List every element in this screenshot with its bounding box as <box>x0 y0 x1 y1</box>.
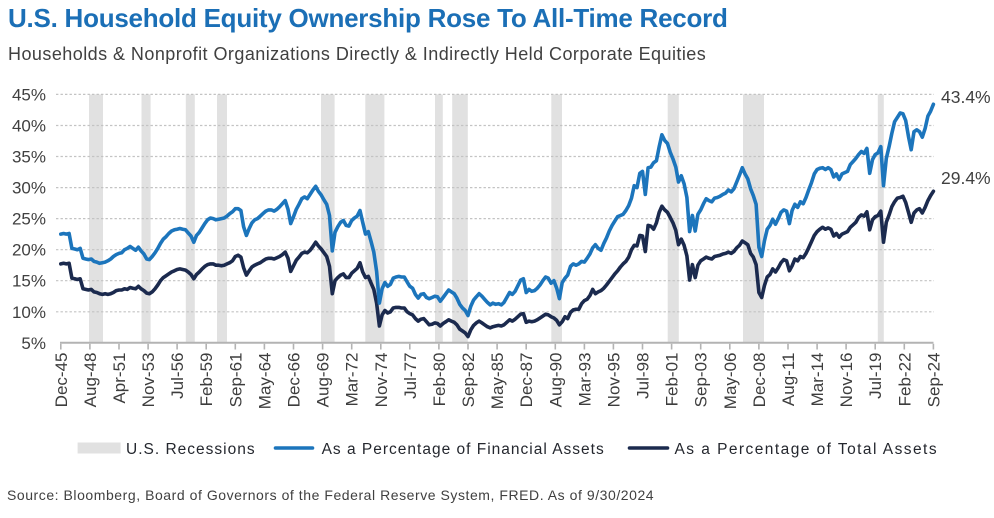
svg-text:15%: 15% <box>12 272 46 291</box>
svg-text:Source: Bloomberg, Board of Go: Source: Bloomberg, Board of Governors of… <box>7 487 654 503</box>
svg-text:25%: 25% <box>12 210 46 229</box>
svg-text:Dec-45: Dec-45 <box>52 353 71 408</box>
svg-text:45%: 45% <box>12 85 46 104</box>
svg-text:Jul-98: Jul-98 <box>634 353 653 399</box>
svg-text:10%: 10% <box>12 303 46 322</box>
svg-text:Dec-87: Dec-87 <box>517 353 536 408</box>
svg-text:5%: 5% <box>21 334 46 353</box>
svg-text:40%: 40% <box>12 117 46 136</box>
svg-text:Aug-90: Aug-90 <box>546 353 565 408</box>
svg-text:Mar-93: Mar-93 <box>575 353 594 407</box>
svg-text:Nov-95: Nov-95 <box>604 353 623 408</box>
svg-text:20%: 20% <box>12 241 46 260</box>
svg-text:Jul-56: Jul-56 <box>168 353 187 399</box>
svg-text:Sep-03: Sep-03 <box>692 353 711 408</box>
svg-text:Feb-80: Feb-80 <box>430 353 449 407</box>
svg-text:Jul-19: Jul-19 <box>866 353 885 399</box>
svg-text:Sep-82: Sep-82 <box>459 353 478 408</box>
svg-text:May-85: May-85 <box>488 353 507 410</box>
svg-text:Nov-53: Nov-53 <box>139 353 158 408</box>
svg-text:Feb-59: Feb-59 <box>197 353 216 407</box>
svg-text:Aug-48: Aug-48 <box>81 353 100 408</box>
svg-text:Nov-74: Nov-74 <box>372 353 391 408</box>
svg-text:Mar-14: Mar-14 <box>808 353 827 407</box>
svg-text:Sep-24: Sep-24 <box>924 353 943 408</box>
svg-text:30%: 30% <box>12 179 46 198</box>
svg-text:Sep-61: Sep-61 <box>226 353 245 408</box>
svg-text:Aug-11: Aug-11 <box>779 353 798 407</box>
svg-text:35%: 35% <box>12 148 46 167</box>
svg-text:Apr-51: Apr-51 <box>110 353 129 404</box>
svg-text:Mar-72: Mar-72 <box>343 353 362 407</box>
svg-text:Feb-01: Feb-01 <box>663 353 682 407</box>
svg-text:Households & Nonprofit Organiz: Households & Nonprofit Organizations Dir… <box>8 44 706 64</box>
svg-text:As a Percentage of Financial A: As a Percentage of Financial Assets <box>322 441 605 458</box>
svg-text:29.4%: 29.4% <box>941 168 991 188</box>
svg-text:Feb-22: Feb-22 <box>895 353 914 407</box>
svg-text:Nov-16: Nov-16 <box>837 353 856 408</box>
svg-text:U.S. Recessions: U.S. Recessions <box>126 441 256 458</box>
svg-text:Aug-69: Aug-69 <box>314 353 333 408</box>
svg-text:Jul-77: Jul-77 <box>401 353 420 399</box>
svg-text:Dec-08: Dec-08 <box>750 353 769 408</box>
svg-text:43.4%: 43.4% <box>941 87 991 107</box>
svg-text:May-06: May-06 <box>721 353 740 410</box>
svg-text:Dec-66: Dec-66 <box>285 353 304 408</box>
svg-text:As a Percentage of Total Asset: As a Percentage of Total Assets <box>675 441 939 458</box>
svg-text:U.S. Household Equity Ownershi: U.S. Household Equity Ownership Rose To … <box>8 3 728 33</box>
svg-text:May-64: May-64 <box>255 353 274 410</box>
